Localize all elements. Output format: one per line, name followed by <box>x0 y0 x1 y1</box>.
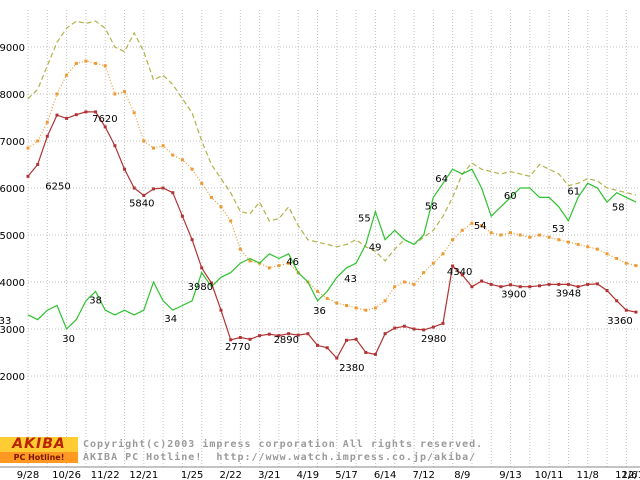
data-label: 3360 <box>607 316 632 327</box>
data-label: 53 <box>552 224 565 235</box>
data-label: 43 <box>344 274 357 285</box>
series-avg_price-markers <box>26 59 638 312</box>
axis-labels: 9000 8000 7000 6000 5000 4000 3000 2000 9/28 10/2… <box>0 43 640 480</box>
data-label: 60 <box>504 191 517 202</box>
x-tick-label: 9/13 <box>499 470 521 480</box>
data-label: 30 <box>62 334 75 345</box>
data-label: 6250 <box>45 181 70 192</box>
y-tick-label: 9000 <box>0 43 25 54</box>
data-label: 38 <box>89 295 102 306</box>
y-tick-label: 3000 <box>0 325 25 336</box>
data-label: 33 <box>0 316 11 327</box>
data-label: 2770 <box>225 342 250 353</box>
series-avg_price-line <box>27 60 637 311</box>
x-tick-label: 11/8 <box>576 470 598 480</box>
data-label: 3948 <box>556 288 581 299</box>
x-tick-label: 4/19 <box>297 470 319 480</box>
x-tick-label: 11/22 <box>91 470 120 480</box>
data-label: 2380 <box>339 363 364 374</box>
data-label: 7620 <box>92 114 117 125</box>
data-label: 34 <box>164 314 177 325</box>
y-tick-label: 5000 <box>0 231 25 242</box>
x-tick-label: 10/26 <box>52 470 81 480</box>
data-label: 61 <box>567 186 580 197</box>
x-tick-label: 10/11 <box>535 470 564 480</box>
akiba-logo: AKIBA PC Hotline! <box>0 437 78 463</box>
series-min_price-line <box>27 111 637 360</box>
data-label: 58 <box>425 201 438 212</box>
copyright-line-1: Copyright(c)2003 impress corporation All… <box>83 439 484 450</box>
data-label: 3900 <box>501 290 526 301</box>
series-max_price-line <box>27 20 637 262</box>
footer-overlay: AKIBA PC Hotline! Copyright(c)2003 impre… <box>0 437 483 464</box>
y-tick-label: 8000 <box>0 90 25 101</box>
series-min_price-markers <box>26 110 638 360</box>
x-tick-label: 12/21 <box>129 470 158 480</box>
point-labels: 6250 7620 5840 3980 2770 2890 2380 2980 4340 3900… <box>0 114 633 374</box>
x-tick-label: 12/13 <box>622 470 640 480</box>
data-label: 49 <box>369 243 382 254</box>
y-tick-label: 6000 <box>0 184 25 195</box>
x-tick-label: 12/6 <box>615 470 637 480</box>
data-label: 64 <box>435 174 448 185</box>
data-label: 2890 <box>274 335 299 346</box>
x-tick-label: 6/14 <box>374 470 396 480</box>
x-tick-label: 1/25 <box>181 470 203 480</box>
data-label: 5840 <box>129 199 154 210</box>
series-shops-line <box>27 168 637 331</box>
data-label: 3980 <box>188 282 213 293</box>
data-label: 46 <box>286 257 299 268</box>
data-label: 4340 <box>447 267 472 278</box>
x-tick-label: 2/22 <box>219 470 241 480</box>
data-label: 2980 <box>421 334 446 345</box>
x-tick-label: 7/12 <box>412 470 434 480</box>
data-label: 55 <box>358 214 371 225</box>
x-tick-label: 3/21 <box>258 470 280 480</box>
y-tick-label: 7000 <box>0 137 25 148</box>
copyright: Copyright(c)2003 impress corporation All… <box>83 437 483 464</box>
y-tick-label: 4000 <box>0 278 25 289</box>
x-tick-label: 9/28 <box>17 470 39 480</box>
gridlines <box>27 10 640 467</box>
x-tick-label: 5/17 <box>335 470 357 480</box>
copyright-line-2: AKIBA PC Hotline! http://www.watch.impre… <box>83 452 477 463</box>
data-label: 36 <box>313 306 326 317</box>
data-label: 58 <box>612 202 625 213</box>
x-tick-label: 8/9 <box>454 470 470 480</box>
y-tick-label: 2000 <box>0 372 25 383</box>
akiba-logo-subtitle: PC Hotline! <box>0 452 78 463</box>
akiba-logo-title: AKIBA <box>0 437 78 452</box>
data-label: 54 <box>474 221 487 232</box>
